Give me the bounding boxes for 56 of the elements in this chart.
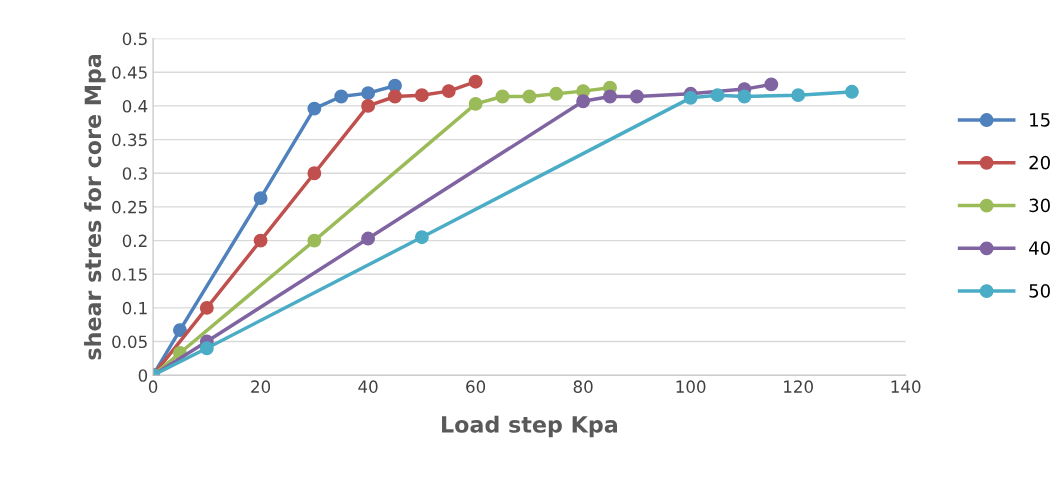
point [307, 233, 322, 248]
point [334, 89, 349, 104]
point [764, 77, 779, 92]
y-tick-label: 0.35 [112, 133, 147, 147]
x-tick-label: 0 [148, 380, 158, 393]
x-tick-label: 120 [784, 380, 813, 393]
point [603, 89, 617, 104]
y-tick-label: 0.1 [122, 301, 147, 315]
point [844, 84, 859, 99]
x-tick-label: 80 [573, 380, 593, 393]
y-tick-label: 0.5 [122, 32, 147, 46]
point [522, 89, 537, 104]
point [495, 89, 510, 104]
point [468, 96, 483, 111]
y-tick-label: 0.15 [112, 268, 147, 281]
point [253, 191, 268, 206]
point [441, 84, 456, 99]
y-tick-label: 0.3 [122, 167, 147, 180]
point [791, 88, 806, 103]
legend-label: 40 [1029, 241, 1050, 255]
point [173, 323, 187, 338]
point [710, 88, 725, 103]
x-tick-label: 20 [251, 380, 271, 393]
legend-label: 20 [1029, 155, 1050, 170]
point [361, 86, 376, 101]
y-tick-label: 0.05 [112, 335, 147, 349]
y-tick-label: 0.2 [122, 234, 147, 248]
legend-label: 15 [1030, 113, 1050, 127]
x-tick-label: 60 [466, 380, 486, 393]
point [414, 88, 429, 103]
x-axis-title: Load step Kpa [442, 415, 618, 438]
x-tick-label: 40 [358, 380, 378, 393]
point [629, 89, 644, 104]
point [683, 90, 698, 105]
point [576, 94, 591, 109]
point [737, 89, 752, 104]
legend-label: 30 [1029, 198, 1050, 213]
y-tick-label: 0.25 [112, 200, 147, 214]
y-tick-label: 0.4 [122, 99, 148, 113]
point [199, 341, 214, 356]
y-tick-label: 0 [138, 369, 148, 382]
x-tick-label: 100 [676, 380, 706, 393]
point [361, 98, 376, 113]
point [253, 233, 268, 248]
point [199, 300, 214, 315]
point [549, 86, 564, 101]
y-tick-label: 0.45 [112, 66, 147, 79]
point [361, 231, 376, 246]
point [307, 166, 322, 181]
point [388, 89, 402, 104]
point [468, 74, 483, 89]
x-tick-label: 140 [891, 380, 921, 393]
point [307, 101, 322, 116]
legend-label: 50 [1029, 284, 1050, 298]
y-axis-title: shear stres for core Mpa [84, 54, 106, 360]
point [414, 230, 429, 245]
